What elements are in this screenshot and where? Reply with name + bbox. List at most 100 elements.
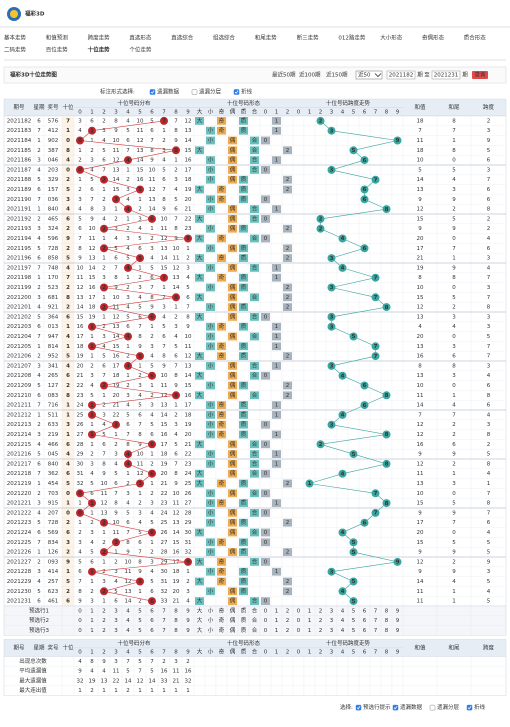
preselect-digit[interactable]: 9 — [186, 618, 190, 624]
preselect-digit[interactable]: 1 — [90, 608, 94, 614]
nav-link[interactable]: 断三走势 — [297, 34, 320, 42]
preselect-digit[interactable]: 1 — [90, 618, 94, 624]
preselect-form[interactable]: 小 — [208, 626, 214, 634]
preselect-digit[interactable]: 6 — [150, 608, 154, 614]
preselect-form[interactable]: 奇 — [219, 626, 225, 634]
preselect-form[interactable]: 合 — [252, 626, 258, 634]
preselect-form[interactable]: 质 — [241, 606, 247, 614]
range-select[interactable] — [355, 70, 383, 80]
preselect-form[interactable]: 1 — [275, 608, 279, 614]
preselect-form[interactable]: 大 — [197, 606, 203, 614]
preselect-digit[interactable]: 5 — [352, 608, 356, 614]
preselect-digit[interactable]: 0 — [297, 608, 301, 614]
preselect-digit[interactable]: 0 — [297, 618, 301, 624]
preselect-digit[interactable]: 3 — [114, 618, 118, 624]
preselect-digit[interactable]: 2 — [319, 618, 323, 624]
nav-link[interactable]: 质合形态 — [464, 34, 487, 42]
footer-checkbox[interactable] — [355, 704, 362, 711]
preselect-form[interactable]: 1 — [275, 618, 279, 624]
query-button[interactable] — [472, 71, 488, 79]
footer-checkbox[interactable] — [429, 704, 436, 711]
nav-link[interactable]: 基本走势 — [4, 34, 27, 42]
preselect-digit[interactable]: 1 — [308, 608, 312, 614]
preselect-digit[interactable]: 5 — [138, 628, 142, 634]
preselect-digit[interactable]: 5 — [352, 618, 356, 624]
preselect-digit[interactable]: 4 — [126, 608, 130, 614]
nav-link[interactable]: 012路走势 — [338, 34, 365, 42]
preselect-form[interactable]: 奇 — [219, 606, 225, 614]
preselect-digit[interactable]: 4 — [341, 608, 345, 614]
preselect-digit[interactable]: 5 — [138, 608, 142, 614]
preselect-digit[interactable]: 4 — [341, 628, 345, 634]
preselect-form[interactable]: 质 — [241, 616, 247, 624]
preselect-digit[interactable]: 2 — [102, 618, 106, 624]
nav-link[interactable]: 奇偶形态 — [422, 34, 445, 42]
preselect-form[interactable]: 合 — [252, 616, 258, 624]
preselect-form[interactable]: 2 — [286, 628, 290, 634]
preselect-digit[interactable]: 6 — [150, 618, 154, 624]
quick-range[interactable]: 最近50期 — [272, 71, 296, 79]
preselect-digit[interactable]: 3 — [330, 608, 334, 614]
nav-link[interactable]: 个位走势 — [129, 46, 152, 54]
preselect-digit[interactable]: 7 — [374, 628, 378, 634]
preselect-digit[interactable]: 0 — [297, 628, 301, 634]
preselect-digit[interactable]: 1 — [308, 618, 312, 624]
footer-checkbox[interactable] — [392, 704, 399, 711]
preselect-digit[interactable]: 9 — [186, 608, 190, 614]
preselect-digit[interactable]: 0 — [78, 628, 82, 634]
option-checkbox[interactable] — [149, 89, 156, 95]
nav-link[interactable]: 百位走势 — [46, 46, 69, 54]
option-checkbox[interactable] — [233, 89, 240, 95]
nav-link[interactable]: 直选形态 — [129, 34, 152, 42]
preselect-digit[interactable]: 9 — [396, 608, 400, 614]
preselect-digit[interactable]: 6 — [363, 628, 367, 634]
preselect-digit[interactable]: 3 — [114, 608, 118, 614]
nav-link[interactable]: 和尾走势 — [255, 34, 278, 42]
preselect-form[interactable]: 2 — [286, 618, 290, 624]
preselect-digit[interactable]: 4 — [341, 618, 345, 624]
preselect-form[interactable]: 2 — [286, 608, 290, 614]
preselect-digit[interactable]: 2 — [102, 608, 106, 614]
preselect-digit[interactable]: 3 — [114, 628, 118, 634]
to-input[interactable] — [431, 70, 461, 80]
preselect-digit[interactable]: 8 — [174, 618, 178, 624]
quick-range[interactable]: 近100期 — [299, 71, 321, 79]
preselect-form[interactable]: 大 — [197, 626, 203, 634]
preselect-digit[interactable]: 9 — [396, 628, 400, 634]
footer-checkbox[interactable] — [466, 704, 473, 711]
preselect-digit[interactable]: 3 — [330, 628, 334, 634]
preselect-digit[interactable]: 7 — [162, 618, 166, 624]
preselect-form[interactable]: 偶 — [230, 616, 236, 624]
preselect-digit[interactable]: 2 — [102, 628, 106, 634]
preselect-digit[interactable]: 8 — [174, 628, 178, 634]
preselect-form[interactable]: 0 — [264, 618, 268, 624]
nav-link[interactable]: 和值预测 — [46, 34, 69, 42]
preselect-digit[interactable]: 6 — [363, 618, 367, 624]
preselect-digit[interactable]: 1 — [308, 628, 312, 634]
preselect-digit[interactable]: 6 — [363, 608, 367, 614]
preselect-form[interactable]: 小 — [208, 616, 214, 624]
preselect-digit[interactable]: 8 — [385, 608, 389, 614]
preselect-digit[interactable]: 2 — [319, 608, 323, 614]
preselect-form[interactable]: 偶 — [230, 626, 236, 634]
preselect-form[interactable]: 奇 — [219, 616, 225, 624]
preselect-digit[interactable]: 8 — [174, 608, 178, 614]
preselect-digit[interactable]: 9 — [396, 618, 400, 624]
from-input[interactable] — [386, 70, 416, 80]
preselect-form[interactable]: 0 — [264, 608, 268, 614]
preselect-digit[interactable]: 8 — [385, 618, 389, 624]
preselect-digit[interactable]: 2 — [319, 628, 323, 634]
preselect-digit[interactable]: 1 — [90, 628, 94, 634]
preselect-digit[interactable]: 3 — [330, 618, 334, 624]
nav-link[interactable]: 十位走势 — [88, 46, 111, 54]
preselect-digit[interactable]: 0 — [78, 618, 82, 624]
preselect-form[interactable]: 1 — [275, 628, 279, 634]
nav-link[interactable]: 组选综合 — [213, 34, 236, 42]
preselect-digit[interactable]: 6 — [150, 628, 154, 634]
preselect-digit[interactable]: 7 — [374, 618, 378, 624]
preselect-digit[interactable]: 4 — [126, 628, 130, 634]
preselect-digit[interactable]: 7 — [162, 608, 166, 614]
preselect-digit[interactable]: 0 — [78, 608, 82, 614]
preselect-form[interactable]: 大 — [197, 616, 203, 624]
nav-link[interactable]: 直选综合 — [171, 34, 194, 42]
